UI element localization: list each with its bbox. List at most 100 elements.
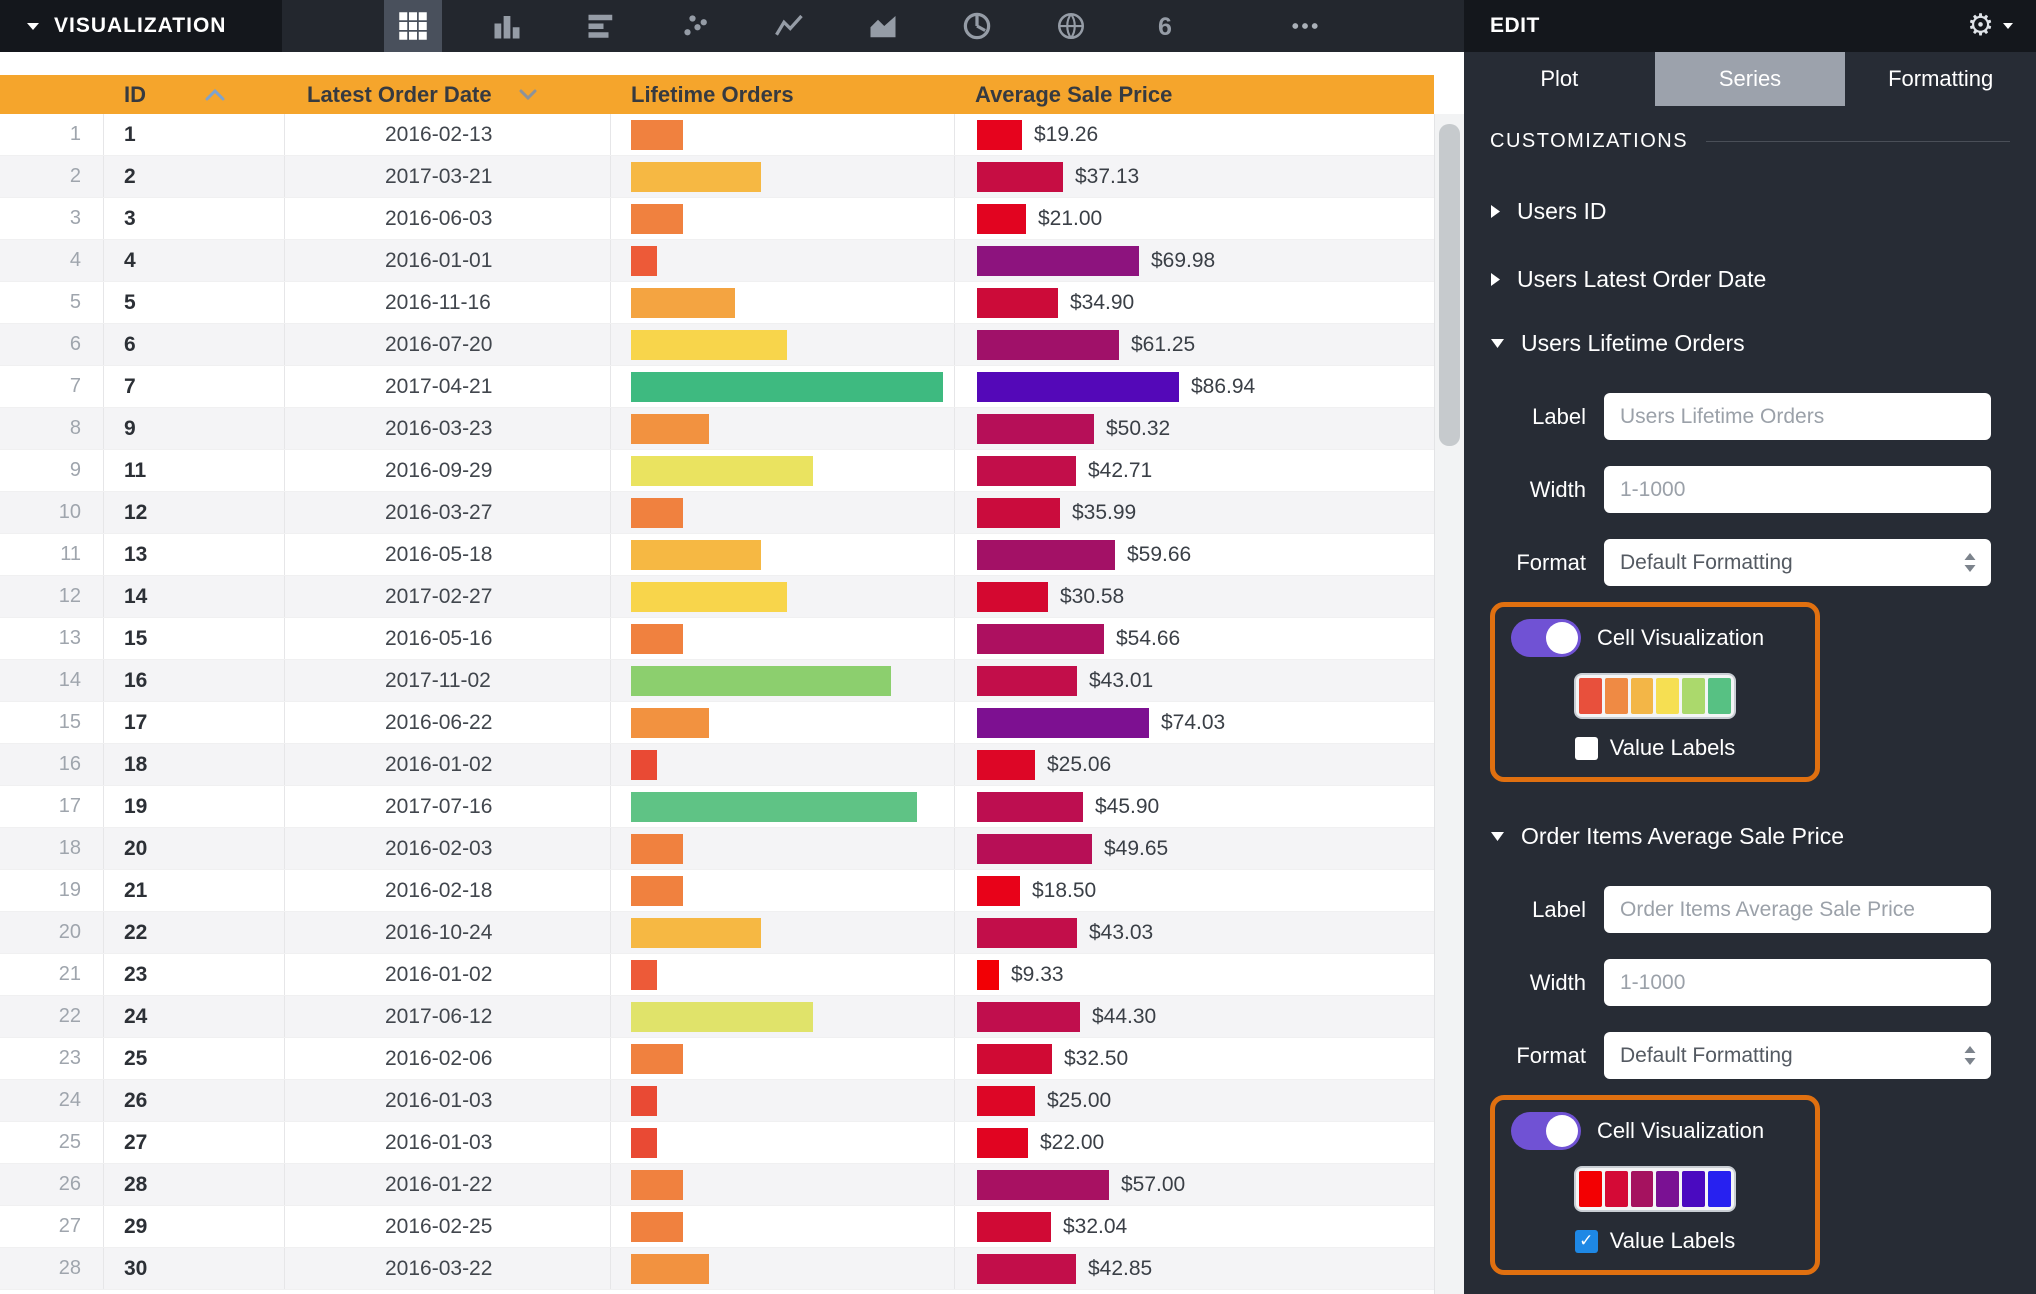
- cell-lifetime-orders: [611, 828, 955, 869]
- cell-average-sale-price: $59.66: [955, 534, 1434, 575]
- lifetime-orders-bar: [631, 161, 761, 192]
- value-labels-checkbox[interactable]: [1574, 1229, 1598, 1253]
- section-users-id[interactable]: Users ID: [1490, 197, 2010, 225]
- average-sale-price-bar: [977, 1085, 1035, 1116]
- visualization-menu[interactable]: VISUALIZATION: [0, 0, 283, 52]
- cell-average-sale-price: $25.06: [955, 744, 1434, 785]
- cell-visualization-toggle[interactable]: [1511, 619, 1581, 657]
- average-sale-price-bar: [977, 161, 1063, 192]
- average-sale-price-bar: [977, 917, 1077, 948]
- cell-latest-order-date: 2017-04-21: [285, 366, 611, 407]
- viz-type-scatter-plot[interactable]: [666, 0, 724, 52]
- cell-id: 30: [104, 1248, 285, 1289]
- cell-id: 17: [104, 702, 285, 743]
- column-header-id[interactable]: ID: [104, 75, 285, 114]
- viz-icon-bar: 6: [282, 0, 1334, 52]
- sort-ascending-icon[interactable]: [204, 88, 226, 101]
- viz-type-column-chart[interactable]: [478, 0, 536, 52]
- format-select[interactable]: Default Formatting: [1604, 539, 1991, 586]
- average-sale-price-bar: [977, 1211, 1051, 1242]
- viz-type-donut-chart[interactable]: [948, 0, 1006, 52]
- row-number: 19: [0, 870, 104, 911]
- series-width-input[interactable]: [1604, 466, 1991, 513]
- price-value-label: $21.00: [1038, 206, 1103, 230]
- average-sale-price-bar: [977, 1001, 1080, 1032]
- cell-id: 14: [104, 576, 285, 617]
- scatter-plot-icon: [680, 11, 710, 41]
- viz-type-bar-chart[interactable]: [572, 0, 630, 52]
- width-field-caption: Width: [1529, 969, 1586, 995]
- cell-lifetime-orders: [611, 702, 955, 743]
- viz-type-single-value[interactable]: 6: [1136, 0, 1194, 52]
- row-number: 26: [0, 1164, 104, 1205]
- viz-type-line-chart[interactable]: [760, 0, 818, 52]
- viz-type-area-chart[interactable]: [854, 0, 912, 52]
- value-labels-checkbox[interactable]: [1574, 736, 1598, 760]
- cell-id: 22: [104, 912, 285, 953]
- tab-formatting[interactable]: Formatting: [1888, 66, 1994, 91]
- average-sale-price-bar: [977, 581, 1048, 612]
- tab-series[interactable]: Series: [1654, 52, 1846, 106]
- cell-average-sale-price: $21.00: [955, 198, 1434, 239]
- cell-average-sale-price: $50.32: [955, 408, 1434, 449]
- width-field-caption: Width: [1529, 476, 1586, 502]
- panel-settings[interactable]: ⚙: [1967, 11, 2014, 41]
- section-users-latest-order-date[interactable]: Users Latest Order Date: [1490, 265, 2010, 293]
- price-value-label: $42.85: [1088, 1256, 1153, 1280]
- row-number: 24: [0, 1080, 104, 1121]
- series-settings-panel: CUSTOMIZATIONS Users ID Users Latest Ord…: [1464, 106, 2036, 1294]
- lifetime-orders-bar: [631, 119, 683, 150]
- lifetime-orders-bar: [631, 917, 761, 948]
- row-number: 18: [0, 828, 104, 869]
- column-header-average-sale-price[interactable]: Average Sale Price: [975, 81, 1173, 107]
- average-sale-price-bar: [977, 875, 1020, 906]
- tab-plot[interactable]: Plot: [1540, 66, 1579, 91]
- cell-average-sale-price: $86.94: [955, 366, 1434, 407]
- price-value-label: $25.06: [1047, 752, 1112, 776]
- format-select[interactable]: Default Formatting: [1604, 1032, 1991, 1079]
- viz-type-table[interactable]: [384, 0, 443, 52]
- section-users-lifetime-orders[interactable]: Users Lifetime Orders: [1490, 329, 2010, 357]
- cell-average-sale-price: $35.99: [955, 492, 1434, 533]
- cell-average-sale-price: $19.26: [955, 114, 1434, 155]
- bar-chart-icon: [586, 11, 616, 41]
- row-number: 8: [0, 408, 104, 449]
- price-value-label: $45.90: [1095, 794, 1160, 818]
- cell-visualization-toggle[interactable]: [1511, 1112, 1581, 1150]
- cell-average-sale-price: $74.03: [955, 702, 1434, 743]
- column-header-lifetime-orders[interactable]: Lifetime Orders: [631, 81, 794, 107]
- vertical-scrollbar[interactable]: [1434, 114, 1464, 1294]
- column-menu-icon[interactable]: [518, 89, 538, 101]
- toggle-knob: [1546, 622, 1578, 654]
- lifetime-orders-bar: [631, 749, 657, 780]
- cell-average-sale-price: $37.13: [955, 156, 1434, 197]
- viz-type-more-viz-types[interactable]: [1276, 0, 1334, 52]
- cell-id: 20: [104, 828, 285, 869]
- cell-lifetime-orders: [611, 1248, 955, 1289]
- viz-type-map[interactable]: [1042, 0, 1100, 52]
- color-palette-selector[interactable]: [1574, 673, 1736, 719]
- column-header-latest-order-date[interactable]: Latest Order Date: [285, 75, 611, 114]
- row-number: 6: [0, 324, 104, 365]
- svg-text:6: 6: [1159, 13, 1173, 41]
- price-value-label: $18.50: [1032, 878, 1097, 902]
- row-number: 9: [0, 450, 104, 491]
- lifetime-orders-bar: [631, 1001, 813, 1032]
- price-value-label: $32.50: [1064, 1046, 1129, 1070]
- scrollbar-thumb[interactable]: [1439, 124, 1460, 446]
- cell-id: 12: [104, 492, 285, 533]
- data-table: ID Latest Order Date Lifetime Orders Ave…: [0, 52, 1464, 1294]
- row-number: 10: [0, 492, 104, 533]
- average-sale-price-bar: [977, 1043, 1052, 1074]
- cell-average-sale-price: $54.66: [955, 618, 1434, 659]
- series-label-input[interactable]: [1604, 886, 1991, 933]
- section-order-items-average-sale-price[interactable]: Order Items Average Sale Price: [1490, 822, 2010, 850]
- cell-latest-order-date: 2016-05-18: [285, 534, 611, 575]
- series-width-input[interactable]: [1604, 959, 1991, 1006]
- color-palette-selector[interactable]: [1574, 1166, 1736, 1212]
- gear-icon: ⚙: [1967, 9, 1994, 42]
- average-sale-price-bar: [977, 1253, 1076, 1284]
- series-label-input[interactable]: [1604, 393, 1991, 440]
- cell-lifetime-orders: [611, 156, 955, 197]
